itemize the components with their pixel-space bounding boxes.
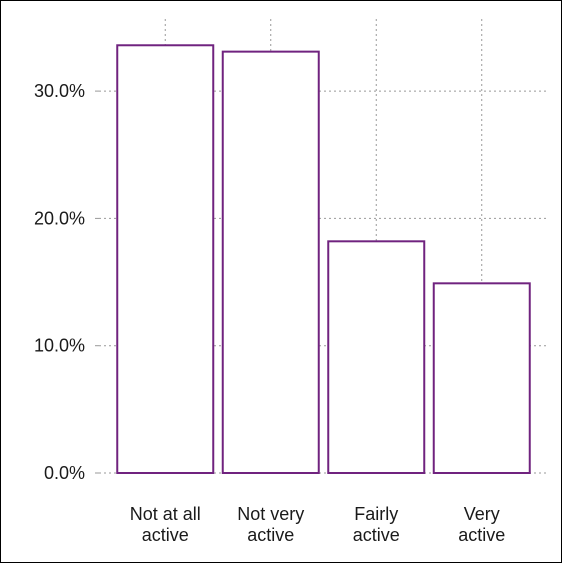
y-tick-label: 30.0% (34, 81, 85, 101)
x-category-label: Not at all active (130, 504, 201, 545)
x-category-label-line: Fairly (354, 504, 398, 524)
x-category-label-line: active (353, 525, 400, 545)
y-tick-label: 0.0% (44, 463, 85, 483)
y-tick-label: 10.0% (34, 336, 85, 356)
x-category-label-line: active (458, 525, 505, 545)
bar (221, 50, 320, 475)
bar (327, 240, 426, 474)
x-category-label: Fairly active (353, 504, 400, 545)
x-category-label-line: Very (464, 504, 500, 524)
y-tick-label: 20.0% (34, 208, 85, 228)
x-category-label: Not very active (237, 504, 304, 545)
bar (116, 44, 215, 474)
x-category-label: Very active (458, 504, 505, 545)
bar (432, 282, 531, 474)
x-category-label-line: active (142, 525, 189, 545)
bars (116, 44, 531, 475)
x-category-label-line: Not very (237, 504, 304, 524)
x-category-label-line: Not at all (130, 504, 201, 524)
x-category-label-line: active (247, 525, 294, 545)
y-axis-ticks: 0.0% 10.0% 20.0% 30.0% (34, 81, 99, 483)
